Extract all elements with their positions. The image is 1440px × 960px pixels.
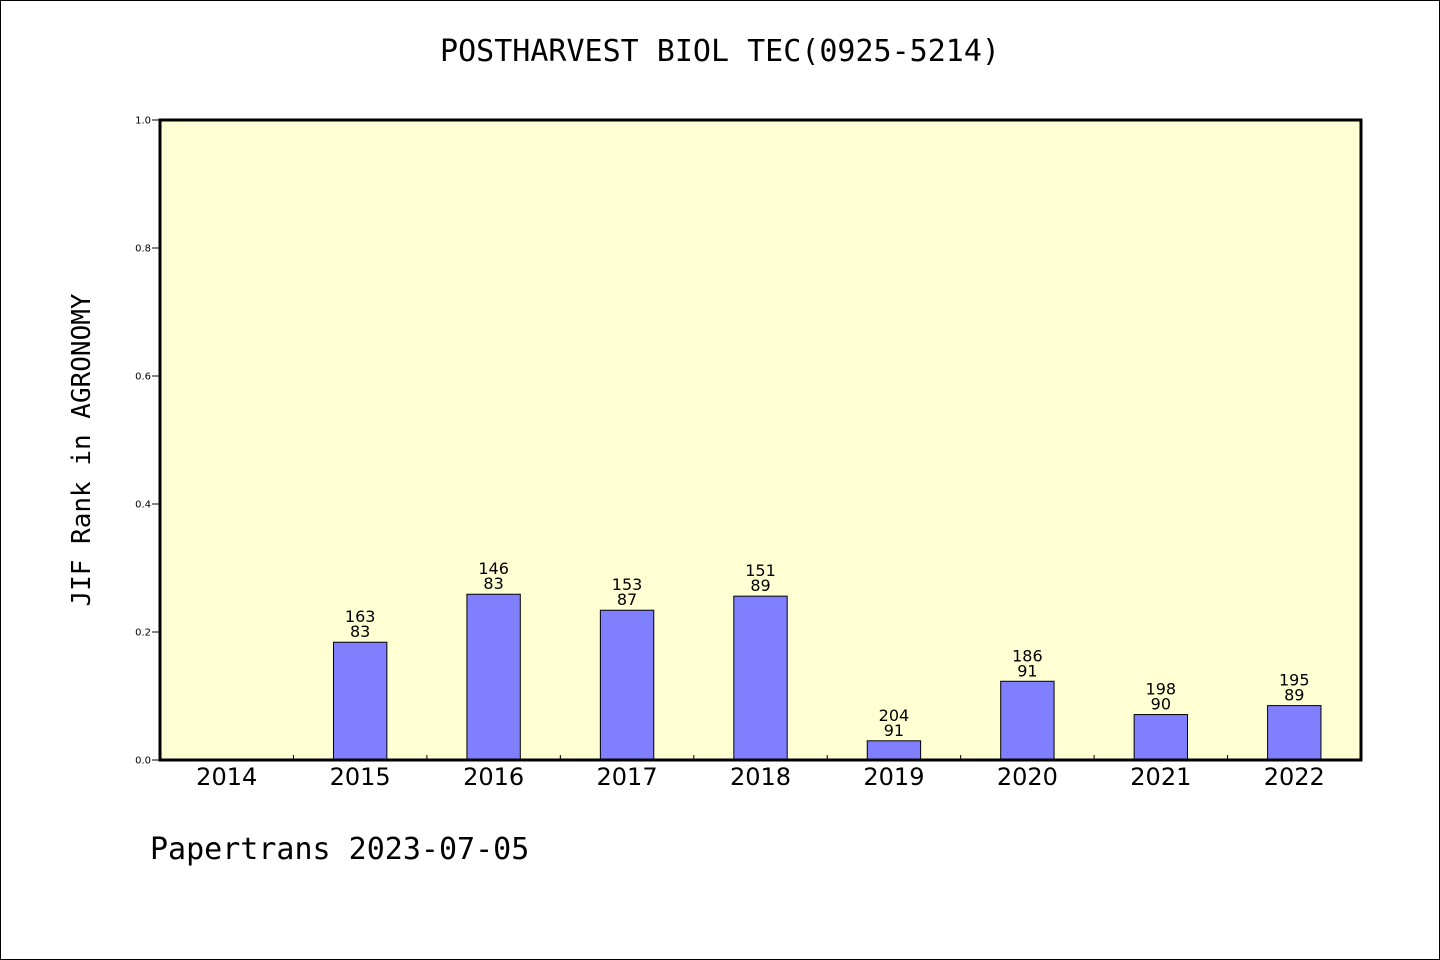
y-tick-label: 0.6	[135, 372, 151, 383]
plot-border	[158, 118, 1363, 762]
bar-label-quartile: 91	[1017, 661, 1037, 680]
bar-label-quartile: 90	[1151, 695, 1171, 714]
bar-label-quartile: 83	[483, 574, 503, 593]
x-tick-label: 2015	[330, 763, 391, 791]
x-tick-label: 2018	[730, 763, 791, 791]
bar-2021	[1133, 714, 1189, 761]
x-tick-label: 2019	[863, 763, 924, 791]
bar-label-rank: 195	[1279, 671, 1310, 690]
chart-title: POSTHARVEST BIOL TEC(0925-5214)	[440, 34, 1000, 69]
y-tick-label: 1.0	[135, 116, 151, 127]
bar-label-quartile: 89	[750, 576, 770, 595]
bar-2022	[1267, 705, 1322, 761]
bar-label-rank: 163	[345, 607, 376, 626]
footer-credit: Papertrans 2023-07-05	[150, 832, 530, 867]
bar-2019	[866, 740, 922, 761]
y-tick-label: 0.0	[135, 756, 151, 767]
bar-label-rank: 186	[1012, 646, 1043, 665]
bar-2016	[466, 593, 521, 761]
bar-2018	[733, 595, 788, 761]
x-tick-label: 2020	[997, 763, 1058, 791]
bar-2015	[332, 641, 388, 761]
y-tick-label: 0.8	[135, 244, 151, 255]
x-tick-label: 2021	[1130, 763, 1191, 791]
bar-label-quartile: 83	[350, 622, 370, 641]
bar-2017	[599, 609, 655, 761]
bar-label-quartile: 87	[617, 590, 637, 609]
y-tick-label: 0.4	[135, 500, 151, 511]
bar-label-quartile: 89	[1284, 686, 1304, 705]
bar-label-rank: 204	[879, 706, 910, 725]
y-tick-label: 0.2	[135, 628, 151, 639]
bar-label-quartile: 91	[884, 721, 904, 740]
bar-2020	[1000, 680, 1055, 761]
bar-label-rank: 151	[745, 561, 776, 580]
x-tick-label: 2022	[1264, 763, 1325, 791]
x-tick-label: 2017	[597, 763, 658, 791]
bar-label-rank: 198	[1146, 680, 1177, 699]
x-tick-label: 2016	[463, 763, 524, 791]
x-tick-label: 2014	[196, 763, 257, 791]
bar-label-rank: 146	[478, 559, 509, 578]
bar-label-rank: 153	[612, 575, 643, 594]
